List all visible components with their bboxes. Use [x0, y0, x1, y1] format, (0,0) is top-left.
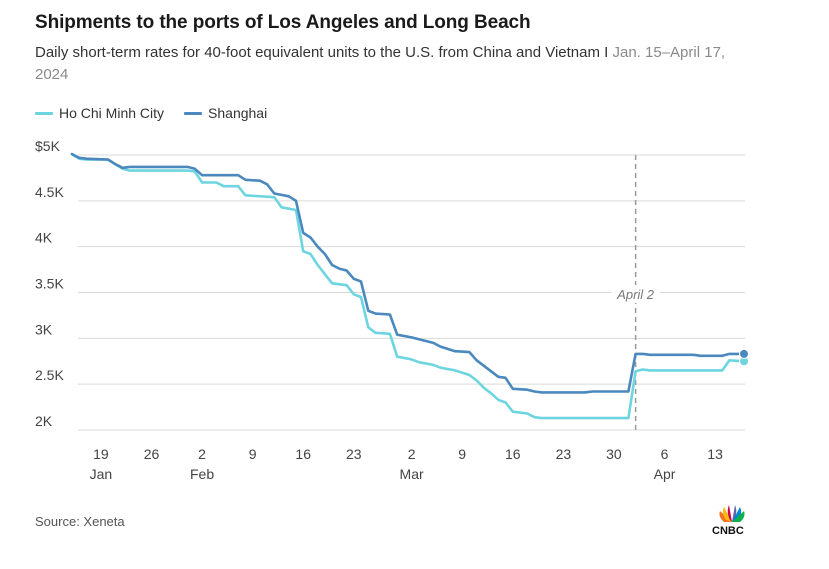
chart-title: Shipments to the ports of Los Angeles an… — [35, 12, 531, 33]
y-tick-label: $5K — [35, 138, 61, 154]
annotation-label-background — [611, 285, 660, 303]
x-tick-label: 26 — [144, 446, 160, 462]
x-month-label: Feb — [190, 466, 214, 482]
y-tick-label: 2.5K — [35, 367, 64, 383]
legend-item-shanghai: Shanghai — [184, 105, 267, 121]
cnbc-logo-text: CNBC — [712, 525, 744, 537]
y-tick-label: 2K — [35, 413, 53, 429]
chart-legend: Ho Chi Minh City Shanghai — [35, 105, 287, 121]
y-tick-label: 3.5K — [35, 276, 64, 292]
x-tick-label: 16 — [505, 446, 521, 462]
source-note: Source: Xeneta — [35, 514, 125, 529]
x-tick-label: 30 — [606, 446, 622, 462]
x-tick-label: 6 — [661, 446, 669, 462]
legend-label-shanghai: Shanghai — [208, 105, 268, 121]
legend-label-hcmc: Ho Chi Minh City — [59, 105, 165, 121]
x-tick-label: 19 — [93, 446, 109, 462]
x-tick-label: 2 — [198, 446, 206, 462]
x-tick-label: 9 — [249, 446, 257, 462]
legend-swatch-shanghai — [184, 111, 203, 115]
legend-item-hcmc: Ho Chi Minh City — [35, 105, 164, 121]
subtitle-main: Daily short-term rates for 40-foot equiv… — [35, 44, 613, 61]
x-tick-label: 23 — [346, 446, 362, 462]
x-tick-label: 16 — [295, 446, 311, 462]
annotation-label-april-2: April 2 — [616, 287, 655, 302]
x-tick-label: 9 — [458, 446, 466, 462]
x-month-label: Jan — [90, 466, 113, 482]
series-line-shanghai — [70, 152, 746, 394]
x-tick-label: 23 — [556, 446, 572, 462]
y-tick-label: 4.5K — [35, 184, 64, 200]
x-month-label: Apr — [654, 466, 676, 482]
x-month-label: Mar — [400, 466, 424, 482]
cnbc-peacock-logo-icon — [719, 505, 745, 522]
line-chart: 2K 2.5K 3K 3.5K 4K 4.5K $5K 19 Jan 26 2 Feb 9 16 23 2 Ma… — [35, 138, 749, 482]
legend-swatch-hcmc — [35, 111, 53, 115]
subtitle-date-range: Jan. 15–April 17, 2024 — [35, 44, 726, 83]
x-tick-label: 13 — [707, 446, 723, 462]
series-endpoint-shanghai — [739, 348, 749, 359]
y-tick-label: 4K — [35, 230, 53, 246]
chart-subtitle: Daily short-term rates for 40-foot equiv… — [35, 42, 755, 86]
series-line-hcmc — [70, 152, 746, 420]
x-tick-label: 2 — [408, 446, 416, 462]
y-tick-label: 3K — [35, 321, 53, 337]
